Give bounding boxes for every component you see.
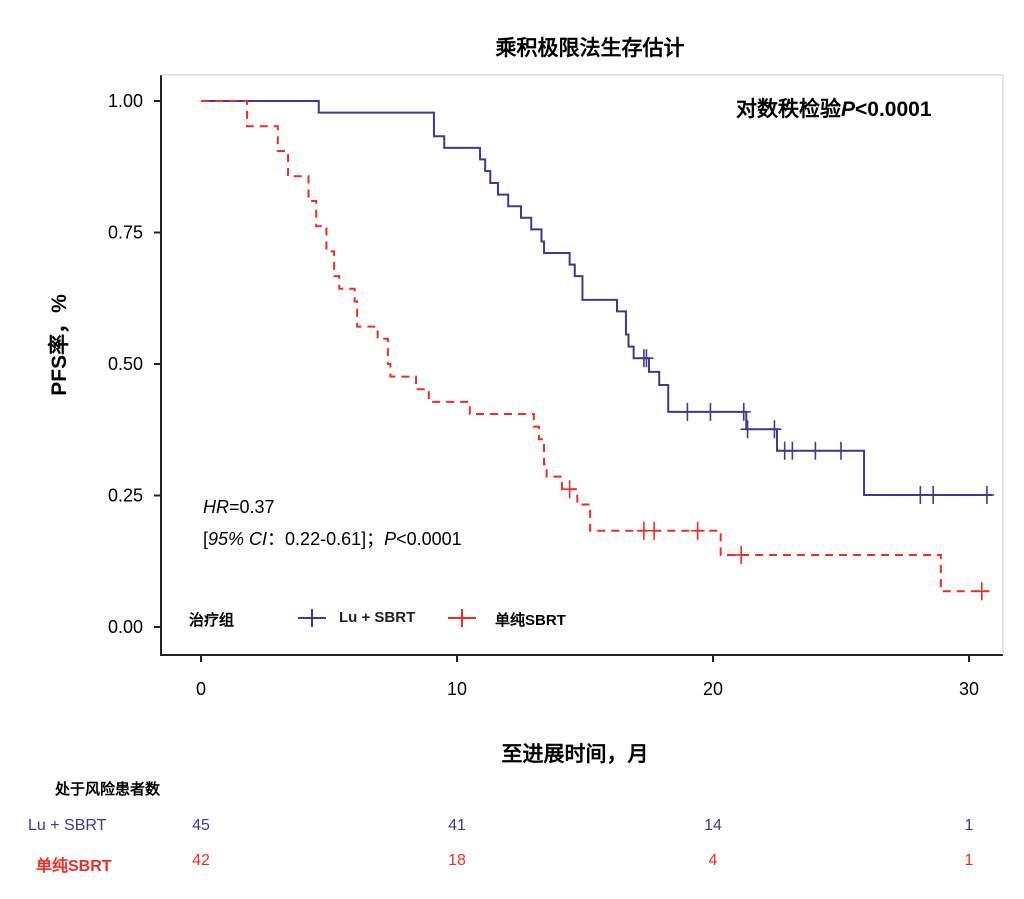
logrank-test-label: 对数秩检验P<0.0001 <box>736 93 932 123</box>
ci-open: [ <box>203 529 209 549</box>
hr-value: =0.37 <box>229 497 275 517</box>
risk-value: 1 <box>964 852 974 869</box>
risk-value: 42 <box>192 852 210 869</box>
censor-mark <box>974 582 989 601</box>
y-axis-label: PFS率，% <box>48 294 71 396</box>
legend-marker-lu-sbrt <box>298 609 326 627</box>
censor-mark <box>690 521 705 540</box>
risk-table-title: 处于风险患者数 <box>55 781 161 798</box>
chart-title: 乘积极限法生存估计 <box>495 37 685 60</box>
hr-label: HR <box>203 497 229 517</box>
censor-mark <box>736 402 751 421</box>
censor-mark <box>562 480 577 499</box>
x-axis-label: 至进展时间，月 <box>501 743 649 766</box>
censor-mark <box>767 420 782 439</box>
censor-mark <box>703 402 718 421</box>
censor-mark <box>834 441 848 460</box>
y-tick-label: 0.00 <box>108 617 143 637</box>
risk-value: 18 <box>448 852 466 869</box>
censor-mark <box>647 521 662 540</box>
confidence-interval: [95% CI：0.22-0.61]；P<0.0001 <box>203 525 462 551</box>
logrank-p-value: <0.0001 <box>855 98 932 121</box>
legend-marks <box>298 609 476 627</box>
censor-mark <box>979 485 994 504</box>
x-tick-label: 0 <box>196 679 206 699</box>
legend-marker-sbrt-alone <box>448 609 476 627</box>
risk-row-label-lu-sbrt: Lu + SBRT <box>28 817 107 834</box>
risk-value: 41 <box>448 817 466 834</box>
axis-lines <box>160 75 1003 656</box>
legend-label-lu-sbrt: Lu + SBRT <box>339 609 416 626</box>
censor-mark <box>639 349 654 368</box>
y-tick-label: 0.25 <box>108 486 143 506</box>
y-tick-label: 0.50 <box>108 354 143 374</box>
y-tick-label: 0.75 <box>108 223 143 243</box>
risk-value: 1 <box>964 817 974 834</box>
censor-mark <box>734 545 749 564</box>
legend-title: 治疗组 <box>189 612 235 629</box>
p-label: P <box>384 529 397 549</box>
curves <box>201 100 994 601</box>
lu-sbrt-curve <box>201 100 993 496</box>
censor-mark <box>740 420 755 439</box>
sbrt-alone-curve <box>201 100 990 593</box>
p-value: <0.0001 <box>396 529 462 549</box>
plot-frame <box>161 74 1004 655</box>
x-tick-label: 10 <box>447 679 467 699</box>
censor-mark <box>926 485 941 504</box>
risk-value: 14 <box>704 817 722 834</box>
logrank-p-label: P <box>841 98 856 121</box>
ci-value: ：0.22-0.61]； <box>267 529 385 549</box>
censor-mark <box>785 441 800 460</box>
risk-row-label-sbrt-alone: 单纯SBRT <box>36 858 112 875</box>
ci-label: 95% CI <box>208 529 268 549</box>
risk-value: 45 <box>192 817 210 834</box>
hazard-ratio: HR=0.37 <box>203 497 275 518</box>
axes <box>154 74 1004 662</box>
censor-mark <box>913 485 928 504</box>
risk-value: 4 <box>708 852 718 869</box>
censor-mark <box>680 402 695 421</box>
x-tick-label: 30 <box>959 679 979 699</box>
y-tick-label: 1.00 <box>108 91 143 111</box>
logrank-prefix: 对数秩检验 <box>736 98 841 121</box>
tick-labels: 0 10 20 30 0.00 0.25 0.50 0.75 1.00 <box>108 91 979 699</box>
legend-label-sbrt-alone: 单纯SBRT <box>495 612 566 629</box>
x-tick-label: 20 <box>703 679 723 699</box>
censor-mark <box>808 441 823 460</box>
